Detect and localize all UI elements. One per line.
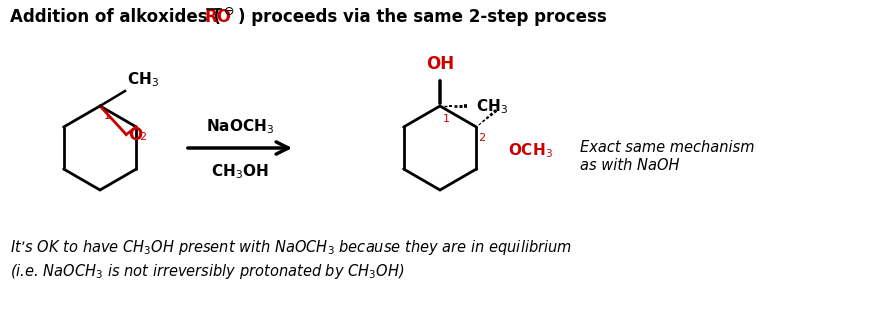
Text: OH: OH: [426, 55, 454, 73]
Text: (i.e. NaOCH$_3$ is not irreversibly protonated by CH$_3$OH): (i.e. NaOCH$_3$ is not irreversibly prot…: [10, 262, 405, 281]
Text: O: O: [128, 126, 142, 144]
Text: NaOCH$_3$: NaOCH$_3$: [206, 117, 274, 136]
Text: It’s OK to have CH$_3$OH present with NaOCH$_3$ because they are in equilibrium: It’s OK to have CH$_3$OH present with Na…: [10, 238, 572, 257]
Text: 1: 1: [443, 114, 450, 124]
Text: 1: 1: [104, 111, 111, 121]
Text: as with NaOH: as with NaOH: [580, 158, 679, 173]
Text: ) proceeds via the same 2-step process: ) proceeds via the same 2-step process: [238, 8, 607, 26]
Text: 2: 2: [479, 133, 486, 143]
Text: RO: RO: [204, 8, 231, 26]
Text: OCH$_3$: OCH$_3$: [508, 142, 554, 160]
Text: CH$_3$OH: CH$_3$OH: [211, 162, 269, 181]
Text: 2: 2: [140, 132, 146, 142]
Text: CH$_3$: CH$_3$: [476, 98, 508, 116]
Text: Addition of alkoxides (: Addition of alkoxides (: [10, 8, 221, 26]
Text: CH$_3$: CH$_3$: [127, 70, 159, 89]
Text: ⊖: ⊖: [224, 5, 235, 18]
Text: Exact same mechanism: Exact same mechanism: [580, 140, 754, 155]
